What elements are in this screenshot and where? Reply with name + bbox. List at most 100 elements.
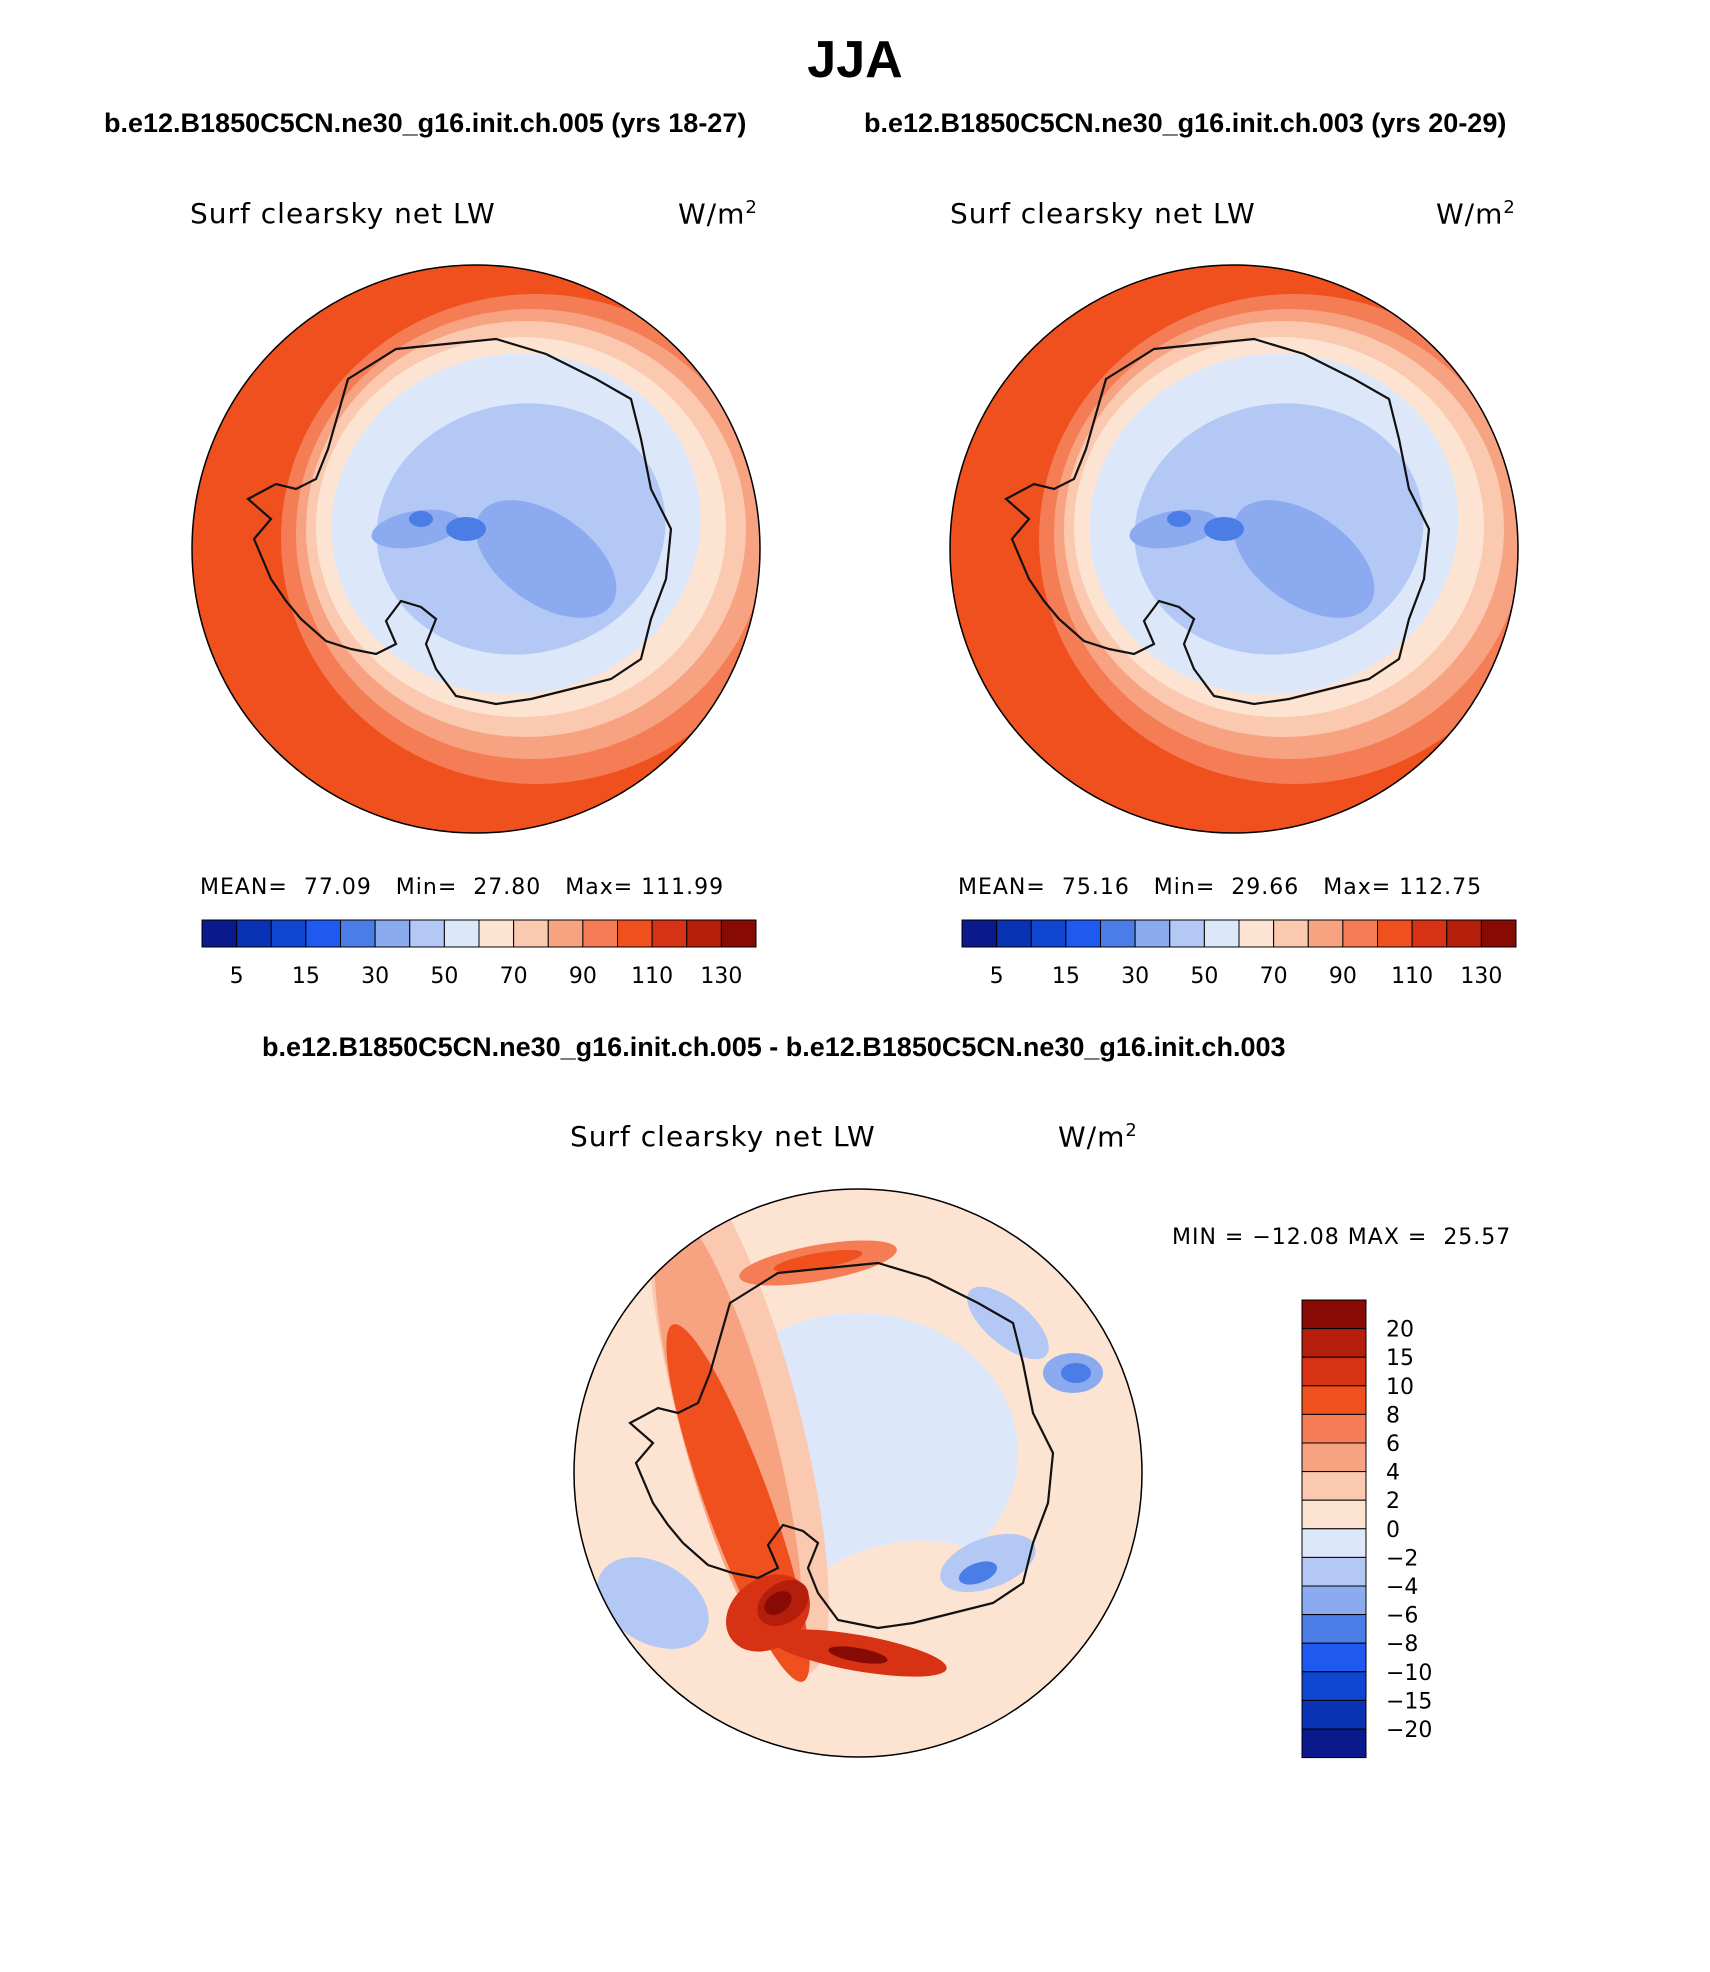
panel1-coastline [246,337,673,706]
diff-colorbar-tick-3: 8 [1386,1403,1400,1428]
diff-colorbar-tick-13: −15 [1386,1689,1432,1714]
panel2-contour-7 [1233,500,1375,618]
panel1-map-border [191,264,761,834]
diff-colorbar-tick-7: 0 [1386,1518,1400,1543]
panel1-variable: Surf clearsky net LW [190,197,496,230]
panel1-colorbar-box-12 [617,919,653,948]
panel1-colorbar-box-9 [513,919,549,948]
diff-colorbar-box-9 [1301,1556,1367,1587]
panel1-colorbar-box-7 [443,919,480,948]
panel1-colorbar-box-4 [340,919,376,948]
diff-caption: b.e12.B1850C5CN.ne30_g16.init.ch.005 - b… [262,1032,1286,1062]
diff-contour-16 [828,1646,888,1664]
diff-stats: MIN = −12.08 MAX = 25.57 [1172,1225,1512,1250]
panel1-colorbar-box-11 [582,919,618,948]
diff-colorbar-tick-14: −20 [1386,1718,1432,1743]
diff-colorbar-box-12 [1301,1642,1367,1673]
diff-map-border [573,1188,1143,1758]
diff-colorbar-box-5 [1301,1442,1367,1473]
panel2-colorbar-box-14 [1446,919,1482,948]
panel2-contour-11 [950,289,1035,809]
panel1-colorbar-box-3 [305,919,341,948]
panel2-variable: Surf clearsky net LW [950,197,1256,230]
diff-contour-18 [773,1249,863,1273]
diff-colorbar-box-10 [1301,1585,1367,1616]
figure-title: JJA [807,31,903,89]
panel1-units: W/m2 [678,197,758,231]
panel1-colorbar: 5 15 30 50 70 90 110 130 [201,919,757,989]
diff-map [574,1189,1142,1757]
diff-colorbar-box-11 [1301,1614,1367,1644]
diff-colorbar-tick-9: −4 [1386,1575,1418,1600]
panel2-colorbar-tick-5: 90 [1329,964,1357,989]
diff-contour-14 [764,1591,792,1615]
panel1-colorbar-tick-5: 90 [569,964,597,989]
panel1-contour-10 [446,517,486,541]
panel2-colorbar-box-10 [1307,919,1344,948]
panel2-colorbar-tick-1: 15 [1052,964,1080,989]
panel1-stats: MEAN= 77.09 Min= 27.80 Max= 111.99 [200,875,725,900]
panel2-colorbar: 5 15 30 50 70 90 110 130 [961,919,1517,989]
panel1-colorbar-tick-3: 50 [430,964,458,989]
panel1-colorbar-box-2 [270,919,307,948]
diff-colorbar-box-6 [1301,1471,1367,1501]
panel2-colorbar-box-8 [1238,919,1275,948]
panel1-colorbar-box-1 [236,919,272,948]
panel2-colorbar-tick-7: 130 [1460,964,1502,989]
panel2-colorbar-box-7 [1203,919,1240,948]
panel1-colorbar-box-8 [478,919,515,948]
diff-units: W/m2 [1058,1120,1138,1154]
diff-contour-2 [809,1540,987,1626]
panel2-map [950,265,1518,833]
panel1-colorbar-box-5 [374,919,411,948]
diff-colorbar-box-14 [1301,1699,1367,1730]
diff-colorbar-tick-6: 2 [1386,1489,1400,1514]
diff-colorbar-box-13 [1301,1671,1367,1701]
diff-contour-8 [597,1557,709,1649]
diff-colorbar-tick-12: −10 [1386,1661,1432,1686]
panel2-colorbar-box-2 [1030,919,1067,948]
panel2-caption: b.e12.B1850C5CN.ne30_g16.init.ch.003 (yr… [864,108,1507,138]
panel2-colorbar-tick-2: 30 [1121,964,1149,989]
diff-colorbar-box-3 [1301,1385,1367,1415]
panel1-colorbar-box-0 [201,919,238,948]
panel2-colorbar-box-4 [1100,919,1136,948]
diff-colorbar-tick-4: 6 [1386,1432,1400,1457]
diff-colorbar-box-0 [1301,1299,1367,1330]
panel2-colorbar-tick-0: 5 [990,964,1004,989]
panel2-colorbar-box-0 [961,919,998,948]
diff-colorbar-box-2 [1301,1356,1367,1387]
panel1-colorbar-box-15 [720,919,757,948]
panel1-colorbar-box-14 [686,919,722,948]
panel2-colorbar-box-1 [996,919,1032,948]
panel1-contour-11 [192,289,277,809]
panel1-caption: b.e12.B1850C5CN.ne30_g16.init.ch.005 (yr… [104,108,747,138]
panel1-colorbar-tick-4: 70 [500,964,528,989]
panel1-colorbar-box-10 [547,919,584,948]
diff-colorbar-tick-8: −2 [1386,1546,1418,1571]
diff-variable: Surf clearsky net LW [570,1120,876,1153]
panel1-map [192,265,760,833]
panel2-colorbar-tick-3: 50 [1190,964,1218,989]
panel2-contour-9 [1167,511,1191,527]
diff-colorbar-tick-10: −6 [1386,1604,1418,1629]
panel2-colorbar-box-3 [1065,919,1101,948]
diff-colorbar-box-4 [1301,1413,1367,1444]
panel1-colorbar-tick-7: 130 [700,964,742,989]
panel1-colorbar-box-6 [409,919,445,948]
panel2-colorbar-tick-6: 110 [1391,964,1433,989]
diff-colorbar-box-7 [1301,1499,1367,1530]
diff-contour-7 [958,1561,998,1585]
panel2-stats: MEAN= 75.16 Min= 29.66 Max= 112.75 [958,875,1483,900]
diff-colorbar-box-1 [1301,1328,1367,1358]
panel2-contour-10 [1204,517,1244,541]
panel1-contour-9 [409,511,433,527]
panel1-colorbar-tick-2: 30 [361,964,389,989]
panel2-colorbar-box-13 [1411,919,1448,948]
panel2-colorbar-box-11 [1342,919,1378,948]
panel2-colorbar-box-15 [1480,919,1517,948]
diff-colorbar-box-15 [1301,1728,1367,1759]
panel1-colorbar-tick-0: 5 [230,964,244,989]
panel1-colorbar-box-13 [651,919,688,948]
panel2-map-border [949,264,1519,834]
